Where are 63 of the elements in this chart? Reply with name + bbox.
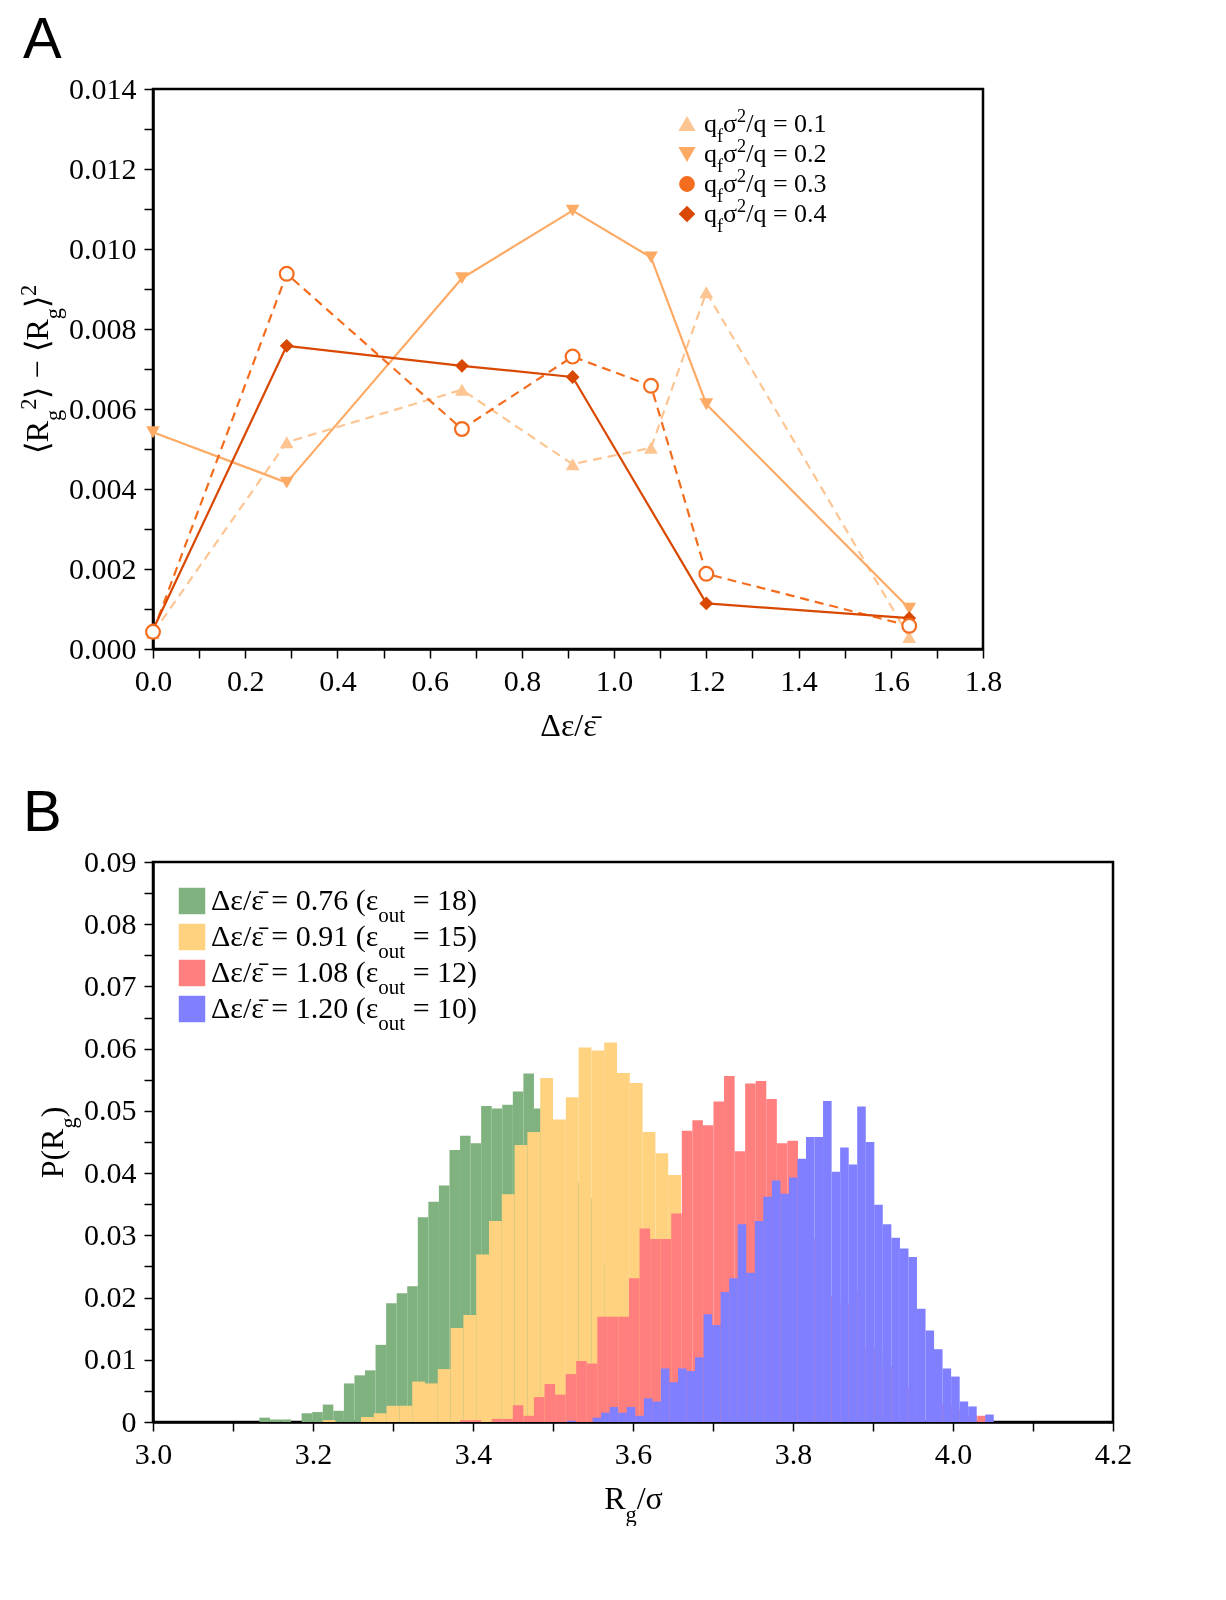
point xyxy=(699,398,714,411)
point xyxy=(565,458,580,471)
x-tick-label: 3.6 xyxy=(614,1436,653,1470)
x-tick-label: 3.0 xyxy=(134,1436,173,1470)
chart-title: B xyxy=(23,778,62,843)
y-tick-label: 0.09 xyxy=(84,844,137,878)
point xyxy=(564,348,581,365)
y-tick-label: 0.006 xyxy=(69,391,137,425)
point xyxy=(699,596,714,611)
chart-title: A xyxy=(23,5,62,70)
point xyxy=(455,358,469,373)
point xyxy=(644,251,658,264)
y-tick-label: 0 xyxy=(121,1404,137,1438)
point xyxy=(643,377,659,394)
x-tick-label: 0.4 xyxy=(319,663,357,697)
point xyxy=(902,631,917,643)
y-tick-label: 0.01 xyxy=(84,1342,137,1376)
point xyxy=(146,426,160,439)
x-tick-label: 1.4 xyxy=(780,663,818,697)
x-tick-label: 1.2 xyxy=(688,663,726,697)
point xyxy=(453,421,470,437)
y-tick-label: 0.010 xyxy=(69,231,137,265)
y-tick-label: 0.004 xyxy=(69,471,137,505)
x-tick-label: 0.0 xyxy=(134,663,173,697)
y-tick-label: 0.04 xyxy=(84,1155,137,1189)
y-tick-label: 0.012 xyxy=(69,151,137,185)
x-tick-label: 0.8 xyxy=(503,663,542,697)
y-tick-label: 0.02 xyxy=(84,1280,137,1314)
y-tick-label: 0.03 xyxy=(84,1217,137,1251)
y-tick-label: 0.000 xyxy=(69,631,137,665)
y-tick-label: 0.014 xyxy=(69,71,137,105)
point xyxy=(901,617,918,634)
point xyxy=(699,286,714,299)
x-tick-label: 0.6 xyxy=(411,663,449,697)
x-tick-label: 1.6 xyxy=(872,663,911,697)
y-tick-label: 0.002 xyxy=(69,551,137,585)
x-tick-label: 4.2 xyxy=(1094,1436,1133,1470)
point xyxy=(455,272,469,285)
y-tick-label: 0.06 xyxy=(84,1031,137,1065)
point xyxy=(902,602,917,615)
y-tick-label: 0.05 xyxy=(84,1093,137,1127)
point xyxy=(279,436,294,449)
x-tick-label: 4.0 xyxy=(934,1436,973,1470)
point xyxy=(279,338,294,353)
x-tick-label: 3.2 xyxy=(294,1436,333,1470)
point xyxy=(278,265,295,282)
y-tick-label: 0.008 xyxy=(69,311,137,345)
x-tick-label: 1.8 xyxy=(964,663,1003,697)
point xyxy=(565,370,580,384)
x-axis-title: Δε/ε̄ xyxy=(540,706,602,743)
x-tick-label: 3.8 xyxy=(774,1436,813,1470)
bar xyxy=(985,1414,994,1422)
x-tick-label: 0.2 xyxy=(226,663,265,697)
x-axis-title: R$_{g}$/σ xyxy=(604,1479,663,1526)
point xyxy=(279,476,294,489)
x-tick-label: 3.4 xyxy=(454,1436,493,1470)
point xyxy=(644,441,658,454)
point xyxy=(698,565,715,582)
x-tick-label: 1.0 xyxy=(595,663,634,697)
point xyxy=(455,383,469,396)
y-tick-label: 0.07 xyxy=(84,968,137,1002)
point xyxy=(565,204,580,217)
y-tick-label: 0.08 xyxy=(84,906,137,940)
